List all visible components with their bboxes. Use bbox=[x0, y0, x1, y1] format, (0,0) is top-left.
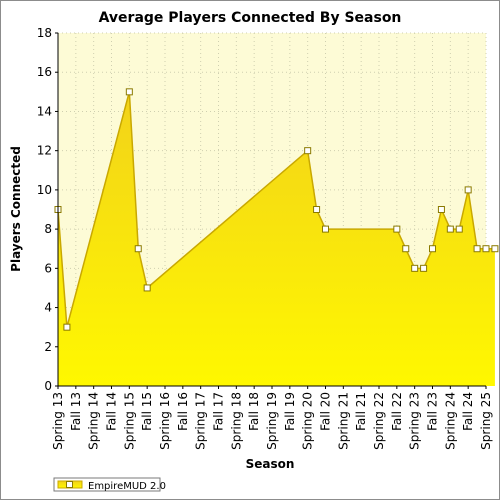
x-tick-label: Spring 13 bbox=[51, 392, 65, 450]
data-point bbox=[473, 245, 481, 253]
x-tick-label: Fall 20 bbox=[319, 392, 333, 431]
x-tick-label: Spring 17 bbox=[194, 392, 208, 450]
x-tick-label: Fall 22 bbox=[390, 392, 404, 431]
y-tick-label: 0 bbox=[44, 379, 52, 393]
y-axis-label: Players Connected bbox=[9, 146, 23, 272]
y-tick-label: 2 bbox=[44, 340, 52, 354]
x-tick-label: Spring 15 bbox=[122, 392, 136, 450]
x-tick-label: Fall 19 bbox=[283, 392, 297, 431]
data-point bbox=[125, 88, 133, 96]
x-tick-label: Fall 23 bbox=[426, 392, 440, 431]
data-point bbox=[429, 245, 436, 253]
data-point bbox=[134, 245, 142, 253]
data-point bbox=[63, 323, 71, 331]
data-point bbox=[322, 225, 329, 233]
legend-marker bbox=[66, 481, 73, 488]
x-axis-label: Season bbox=[246, 457, 295, 471]
data-point bbox=[437, 206, 445, 213]
x-tick-label: Spring 19 bbox=[265, 392, 279, 450]
x-tick-label: Fall 14 bbox=[105, 392, 119, 431]
x-tick-label: Spring 14 bbox=[87, 392, 101, 450]
x-tick-label: Fall 15 bbox=[140, 392, 154, 431]
y-tick-label: 4 bbox=[44, 301, 52, 315]
x-tick-label: Spring 25 bbox=[479, 392, 493, 450]
x-tick-label: Fall 13 bbox=[69, 392, 83, 431]
data-point bbox=[313, 206, 321, 213]
x-tick-label: Spring 22 bbox=[372, 392, 386, 450]
series-line bbox=[57, 91, 495, 328]
x-tick-label: Spring 21 bbox=[336, 392, 350, 450]
y-axis-ticks: 0 2 4 6 8 10 12 14 16 18 bbox=[37, 26, 58, 393]
x-tick-label: Spring 20 bbox=[301, 392, 315, 450]
x-tick-label: Spring 16 bbox=[158, 392, 172, 450]
x-tick-label: Fall 21 bbox=[354, 392, 368, 431]
data-point bbox=[411, 264, 419, 272]
x-tick-label: Fall 16 bbox=[176, 392, 190, 431]
y-tick-label: 8 bbox=[44, 222, 52, 236]
series-area bbox=[58, 91, 495, 386]
y-tick-label: 18 bbox=[37, 26, 52, 40]
x-tick-label: Spring 24 bbox=[443, 392, 457, 450]
data-points bbox=[54, 88, 499, 331]
legend-entry: EmpireMUD 2.0 bbox=[88, 481, 166, 492]
data-point bbox=[455, 225, 463, 233]
x-tick-label: Fall 24 bbox=[461, 392, 475, 431]
data-point bbox=[420, 264, 428, 272]
data-point bbox=[304, 147, 312, 155]
x-tick-label: Fall 18 bbox=[247, 392, 261, 431]
x-axis-ticks: Spring 13 Fall 13 Spring 14 Fall 14 Spring 1… bbox=[51, 386, 493, 450]
data-point bbox=[482, 245, 490, 253]
x-tick-label: Spring 18 bbox=[229, 392, 243, 450]
data-point bbox=[143, 284, 151, 292]
data-point bbox=[491, 245, 499, 253]
data-point bbox=[402, 245, 410, 253]
chart-title: Average Players Connected By Season bbox=[99, 10, 402, 26]
y-tick-label: 14 bbox=[37, 104, 52, 118]
x-tick-label: Fall 17 bbox=[212, 392, 226, 431]
y-tick-label: 10 bbox=[37, 183, 52, 197]
y-tick-label: 6 bbox=[44, 261, 52, 275]
y-tick-label: 16 bbox=[37, 65, 52, 79]
legend: EmpireMUD 2.0 bbox=[53, 477, 166, 492]
x-tick-label: Spring 23 bbox=[408, 392, 422, 450]
y-tick-label: 12 bbox=[37, 144, 52, 158]
data-point bbox=[464, 186, 472, 194]
data-point bbox=[446, 225, 454, 233]
data-point bbox=[393, 225, 401, 233]
